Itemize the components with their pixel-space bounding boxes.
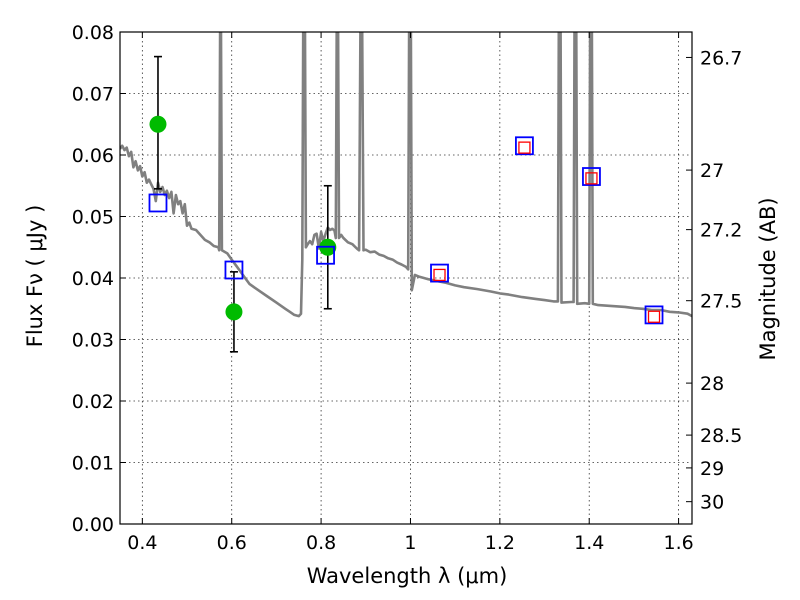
y2-tick-label: 28 bbox=[700, 373, 724, 395]
y2-tick-label: 28.5 bbox=[700, 425, 742, 447]
model-band-flux-square bbox=[644, 305, 664, 325]
y2-tick-label: 29 bbox=[700, 458, 724, 480]
model-spectrum-line bbox=[120, 32, 692, 318]
model-band-flux-square bbox=[316, 245, 335, 265]
x-tick-label: 1.4 bbox=[574, 532, 604, 554]
model-band-flux-square bbox=[582, 167, 601, 186]
model-band-flux-square bbox=[224, 260, 244, 280]
y-axis-label: Flux Fν ( μJy ) bbox=[23, 205, 47, 348]
y-tick-label: 0.05 bbox=[72, 207, 114, 229]
y2-tick-label: 26.7 bbox=[700, 47, 742, 69]
model-ir-flux-square bbox=[585, 172, 598, 185]
y2-tick-label: 27.5 bbox=[700, 291, 742, 313]
x-tick-label: 1.6 bbox=[663, 532, 693, 554]
model-ir-flux-square bbox=[647, 310, 661, 323]
y-tick-label: 0.06 bbox=[72, 145, 114, 167]
observed-flux-point bbox=[225, 303, 243, 321]
observed-flux-point bbox=[149, 115, 167, 133]
y-tick-label: 0.04 bbox=[72, 268, 114, 290]
x-tick-label: 1.2 bbox=[485, 532, 515, 554]
x-tick-label: 1 bbox=[404, 532, 416, 554]
x-tick-label: 0.6 bbox=[217, 532, 247, 554]
y2-tick-label: 27.2 bbox=[700, 220, 742, 242]
x-tick-label: 0.8 bbox=[306, 532, 336, 554]
model-band-flux-square bbox=[430, 263, 449, 283]
y-tick-label: 0.08 bbox=[72, 22, 114, 44]
y-tick-label: 0.00 bbox=[72, 514, 114, 536]
y-tick-label: 0.02 bbox=[72, 391, 114, 413]
y2-tick-label: 27 bbox=[700, 160, 724, 182]
x-axis-label: Wavelength λ (μm) bbox=[307, 564, 508, 588]
grid-layer bbox=[120, 31, 692, 525]
series-layer bbox=[120, 32, 692, 353]
model-band-flux-square bbox=[148, 193, 168, 213]
y-tick-label: 0.03 bbox=[72, 330, 114, 352]
y-tick-label: 0.01 bbox=[72, 453, 114, 475]
y2-tick-label: 30 bbox=[700, 492, 724, 514]
model-ir-flux-square bbox=[518, 141, 531, 154]
model-ir-flux-square bbox=[433, 268, 446, 282]
model-band-flux-square bbox=[515, 136, 534, 156]
y-tick-label: 0.07 bbox=[72, 84, 114, 106]
y2-axis-label: Magnitude (AB) bbox=[756, 197, 780, 360]
x-tick-label: 0.4 bbox=[127, 532, 157, 554]
axes-layer: 0.4 0.6 0.8 1 1.2 1.4 1.6 0.00 0.01 0.02 0.03 0.04 0… bbox=[72, 22, 743, 554]
